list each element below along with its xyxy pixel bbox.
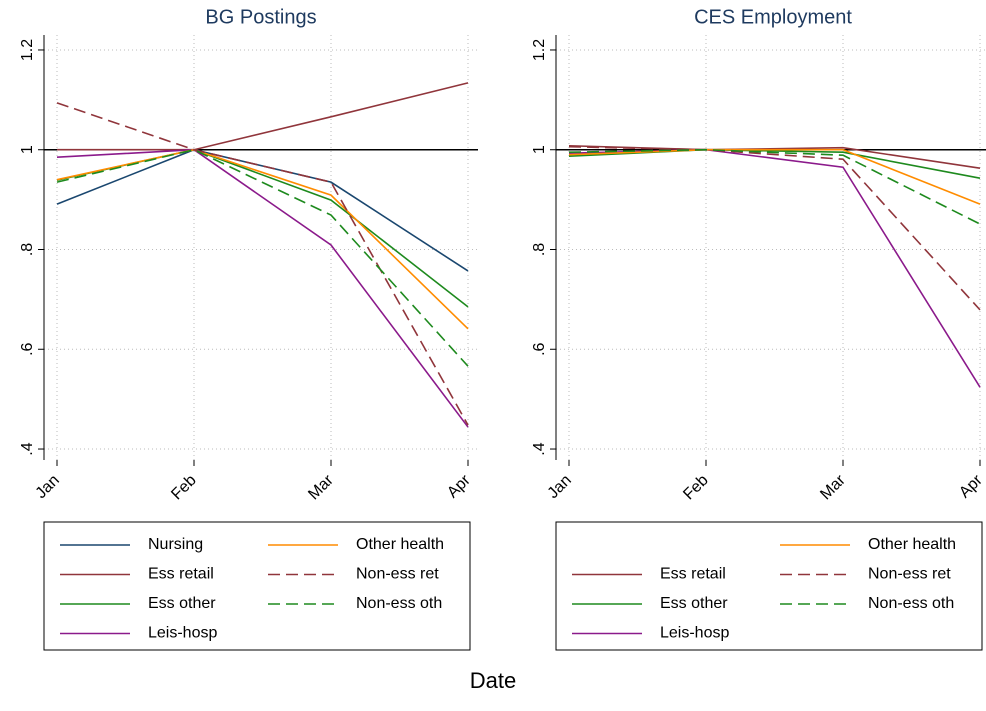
x-tick-label: Jan bbox=[33, 472, 63, 502]
series-line bbox=[568, 145, 981, 311]
x-tick-label: Mar bbox=[817, 471, 849, 503]
legend-label: Other health bbox=[868, 536, 956, 553]
legend-label: Leis-hosp bbox=[660, 625, 729, 642]
legend-label: Ess retail bbox=[660, 566, 726, 583]
series-line bbox=[56, 148, 469, 308]
x-tick-label: Feb bbox=[680, 472, 712, 504]
legend-label: Nursing bbox=[148, 536, 203, 553]
series-line bbox=[56, 148, 469, 367]
x-tick-label: Jan bbox=[545, 472, 575, 502]
y-tick-label: 1 bbox=[19, 145, 36, 154]
y-tick-label: 1.2 bbox=[531, 39, 548, 61]
y-tick-label: .6 bbox=[531, 342, 548, 355]
legend-label: Ess other bbox=[148, 595, 216, 612]
series-line bbox=[57, 82, 469, 151]
legend-label: Leis-hosp bbox=[148, 625, 217, 642]
legend-label: Ess other bbox=[660, 595, 728, 612]
series-line bbox=[568, 148, 981, 388]
series-line bbox=[56, 148, 469, 428]
legend-label: Other health bbox=[356, 536, 444, 553]
legend-label: Non-ess oth bbox=[868, 595, 954, 612]
y-tick-label: .6 bbox=[19, 342, 36, 355]
y-tick-label: .4 bbox=[531, 442, 548, 455]
legend-label: Non-ess ret bbox=[356, 566, 439, 583]
x-tick-label: Apr bbox=[956, 471, 986, 501]
series-line bbox=[568, 144, 981, 169]
legend-label: Ess retail bbox=[148, 566, 214, 583]
legend-label: Non-ess oth bbox=[356, 595, 442, 612]
legend-label: Non-ess ret bbox=[868, 566, 951, 583]
y-tick-label: .8 bbox=[19, 243, 36, 256]
legend-box bbox=[555, 521, 983, 651]
series-line bbox=[56, 148, 469, 330]
y-tick-label: .4 bbox=[19, 442, 36, 455]
chart-title: BG Postings bbox=[205, 6, 316, 28]
y-tick-label: .8 bbox=[531, 243, 548, 256]
x-tick-label: Apr bbox=[444, 471, 474, 501]
series-line bbox=[568, 148, 981, 225]
x-axis-label: Date bbox=[470, 668, 516, 693]
legend-box bbox=[43, 521, 471, 651]
y-tick-label: 1.2 bbox=[19, 39, 36, 61]
chart-title: CES Employment bbox=[694, 6, 852, 28]
series-line bbox=[568, 148, 981, 205]
series-line bbox=[56, 148, 469, 272]
y-tick-label: 1 bbox=[531, 145, 548, 154]
x-tick-label: Mar bbox=[305, 471, 337, 503]
series-line bbox=[56, 102, 469, 426]
x-tick-label: Feb bbox=[168, 472, 200, 504]
